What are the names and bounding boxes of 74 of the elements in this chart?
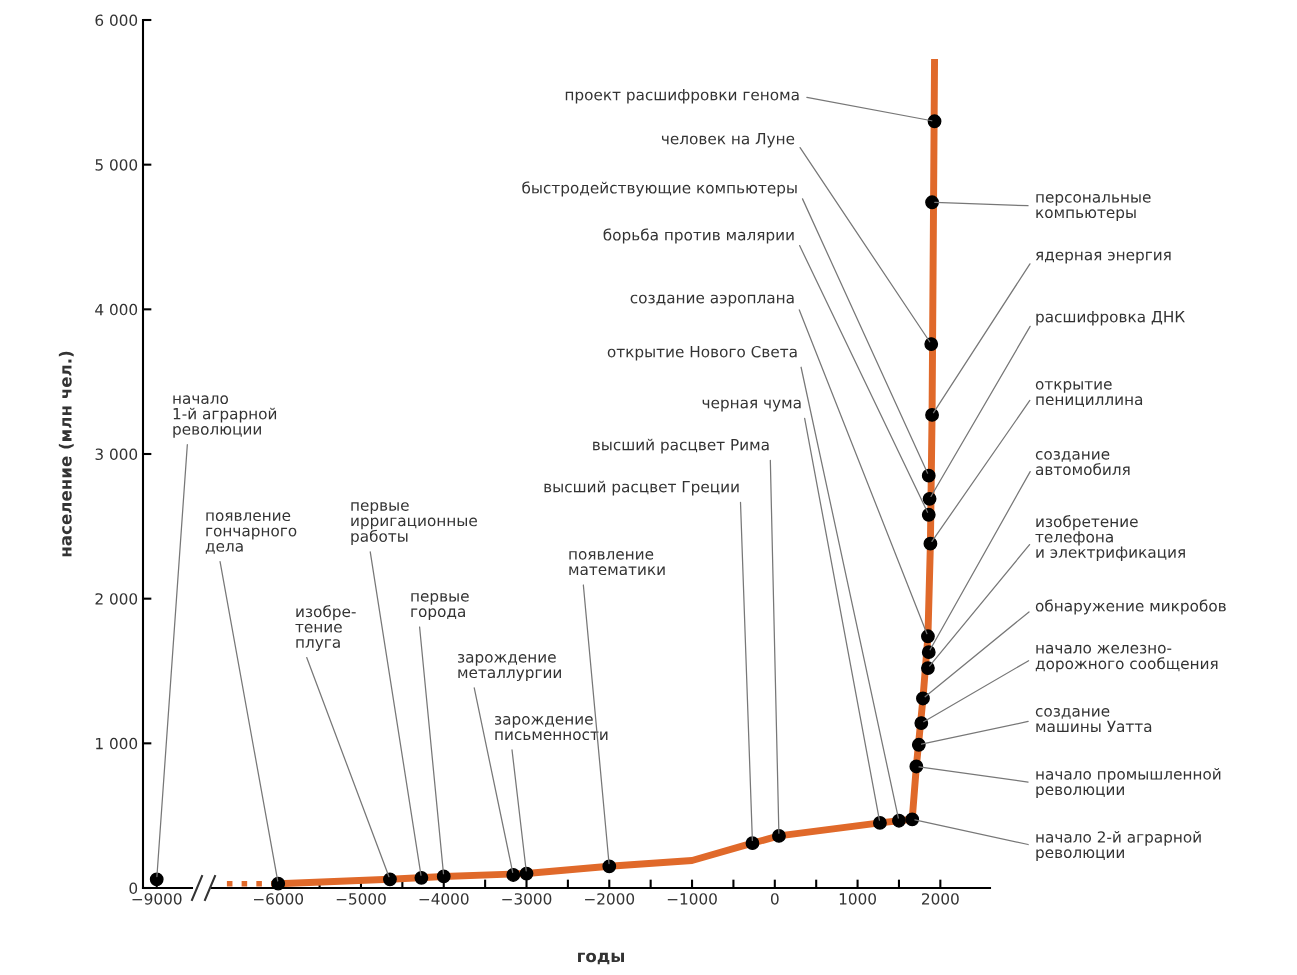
x-axis-title: годы [578, 952, 624, 965]
point [506, 868, 521, 882]
point [927, 114, 942, 129]
y-tick-label: 0 [129, 882, 138, 895]
point [922, 491, 937, 506]
annotation: высший расцвет Рима [593, 438, 769, 454]
x-tick-label: −5000 [336, 893, 386, 905]
point [383, 872, 397, 887]
x-tick-label: −2000 [585, 893, 635, 905]
point [271, 876, 286, 891]
annotation: появление математики [569, 550, 665, 576]
point [892, 813, 906, 828]
annotation: изобре- тение плуга [295, 605, 356, 651]
annotation: быстродействующие компьютеры [522, 181, 797, 197]
point [923, 536, 938, 551]
annotation: открытие Нового Света [607, 345, 797, 361]
annotation: создание аэроплана [630, 294, 794, 307]
annotation: начало промышленной революции [1036, 768, 1221, 799]
x-tick-label: 0 [770, 893, 779, 905]
annotation: проект расшифровки генома [565, 89, 799, 104]
annotation: начало 1-й аграрной революции [173, 395, 277, 438]
annotation: зарождение письменности [494, 715, 608, 741]
annotation: первые ирригационные работы [351, 502, 477, 545]
point [921, 629, 935, 644]
annotation: ядерная энергия [1035, 251, 1171, 264]
y-tick-label: 2 000 [95, 593, 138, 605]
point [873, 815, 887, 830]
point [914, 716, 929, 730]
point [602, 859, 617, 874]
x-tick-label: 2000 [922, 893, 959, 905]
y-tick-label: 1 000 [96, 737, 138, 750]
point [925, 195, 939, 210]
annotation: зарождение металлургии [457, 653, 561, 682]
point [772, 829, 786, 843]
point [921, 507, 936, 522]
annotation: борьба против малярии [603, 228, 794, 244]
point [414, 870, 429, 885]
annotation: появление гончарного дела [205, 512, 297, 554]
point [519, 866, 534, 881]
annotation: первые города [411, 592, 469, 621]
point [909, 759, 924, 774]
annotation: создание машины Уатта [1035, 707, 1152, 733]
annotation: персональные компьютеры [1036, 193, 1151, 222]
point [921, 645, 936, 660]
point [921, 661, 935, 676]
x-tick-label: −3000 [502, 893, 552, 905]
x-tick-label: −1000 [667, 893, 717, 905]
annotation: обнаружение микробов [1035, 599, 1226, 615]
point [436, 869, 451, 884]
annotation: открытие пенициллина [1035, 380, 1143, 408]
point [921, 468, 936, 483]
point [911, 737, 926, 752]
point [916, 691, 930, 706]
annotation: высший расцвет Греции [544, 480, 739, 496]
y-tick-label: 4 000 [95, 303, 138, 316]
point [924, 337, 939, 351]
y-axis-title: население (млн чел.) [58, 351, 74, 557]
annotation: человек на Луне [661, 133, 795, 148]
point [925, 408, 939, 422]
annotation: начало 2-й аграрной революции [1036, 831, 1201, 862]
x-tick-label: 1000 [839, 893, 876, 905]
annotation: изобретение телефона и электрификация [1035, 515, 1185, 561]
x-tick-label: −4000 [419, 893, 469, 905]
point [745, 836, 760, 851]
annotation: начало железно- дорожного сообщения [1035, 644, 1218, 673]
y-tick-label: 3 000 [95, 448, 138, 461]
x-tick-label: −9000 [132, 893, 182, 905]
annotation: создание автомобиля [1035, 450, 1130, 476]
annotation: расшифровка ДНК [1036, 311, 1185, 326]
annotation: черная чума [702, 399, 801, 412]
x-tick-label: −6000 [253, 893, 304, 905]
point [905, 812, 920, 827]
y-tick-label: 5 000 [95, 159, 138, 171]
y-tick-label: 6 000 [95, 14, 138, 27]
